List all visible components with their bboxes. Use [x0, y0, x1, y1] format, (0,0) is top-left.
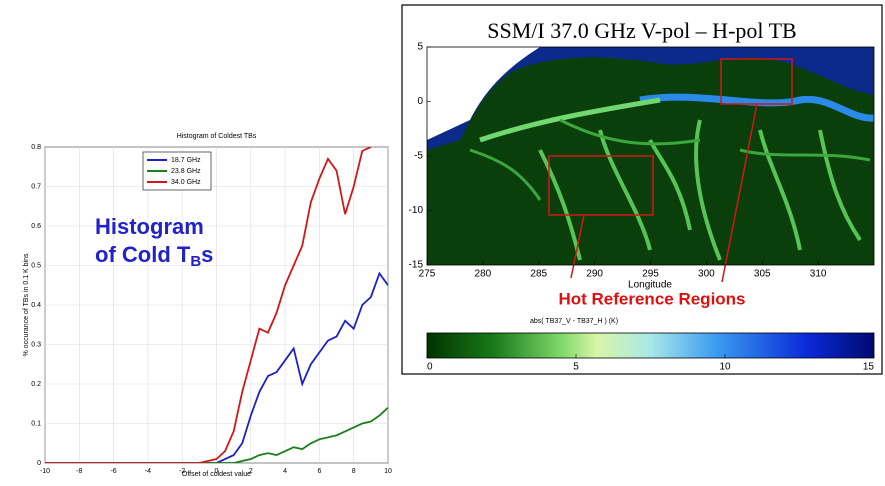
x-tick-label: 280: [475, 269, 492, 280]
x-tick-label: -4: [145, 468, 151, 475]
x-tick-label: 310: [810, 269, 827, 280]
annotation-part: of Cold T: [95, 242, 191, 267]
y-tick-label: -15: [409, 260, 424, 271]
y-tick-label: 0.7: [31, 183, 41, 190]
y-tick-label: 0.8: [31, 144, 41, 151]
x-tick-label: 290: [586, 269, 603, 280]
y-tick-label: -10: [409, 205, 424, 216]
colorbar-tick-label: 0: [427, 362, 433, 373]
colorbar-tick-label: 5: [573, 362, 579, 373]
series-line: [45, 407, 388, 463]
x-axis-label: Longitude: [628, 280, 672, 291]
x-tick-label: 295: [642, 269, 659, 280]
series-lines: [45, 147, 388, 463]
y-tick-label: 5: [417, 42, 423, 53]
legend-label: 23.8 GHz: [171, 168, 201, 175]
annotation-part: s: [201, 242, 213, 267]
map-title: SSM/I 37.0 GHz V-pol – H-pol TB: [487, 18, 796, 43]
y-tick-label: 0: [417, 96, 423, 107]
chart-title: Histogram of Coldest TBs: [177, 133, 257, 140]
x-tick-label: 6: [317, 468, 321, 475]
x-axis-label: Offset of coldest value: [182, 471, 251, 478]
map-axes: SSM/I 37.0 GHz V-pol – H-pol TB 275 280 285…: [409, 18, 875, 373]
x-tick-label: 2: [249, 468, 253, 475]
series-line: [45, 147, 372, 463]
y-tick-label: 0.6: [31, 223, 41, 230]
annotation: Histogram: [95, 214, 204, 239]
colorbar: [426, 332, 875, 359]
y-tick-label: 0.3: [31, 341, 41, 348]
legend: 18.7 GHz 23.8 GHz 34.0 GHz: [142, 151, 212, 191]
x-tick-label: 8: [352, 468, 356, 475]
annotation: Hot Reference Regions: [558, 289, 745, 308]
map-image: [426, 46, 875, 283]
x-tick-label: -2: [179, 468, 185, 475]
y-tick-label: 0: [37, 460, 41, 467]
y-tick-label: -5: [414, 151, 423, 162]
y-axis-label: % occurance of TBs in 0.1 K bins: [23, 253, 30, 356]
x-tick-label: 305: [754, 269, 771, 280]
x-tick-label: -8: [76, 468, 82, 475]
colorbar-label: abs( TB37_V - TB37_H ) (K): [530, 318, 618, 325]
x-tick-label: 300: [698, 269, 715, 280]
x-tick-label: 4: [283, 468, 287, 475]
x-tick-label: 10: [384, 468, 392, 475]
x-tick-label: 0: [215, 468, 219, 475]
annotation: of Cold TBs: [95, 242, 213, 270]
legend-label: 18.7 GHz: [171, 157, 201, 164]
x-tick-label: -10: [40, 468, 50, 475]
y-tick-label: 0.4: [31, 302, 41, 309]
series-line: [45, 271, 388, 463]
y-tick-label: 0.2: [31, 381, 41, 388]
y-tick-label: 0.5: [31, 262, 41, 269]
x-tick-label: 275: [419, 269, 436, 280]
y-tick-label: 0.1: [31, 420, 41, 427]
legend-label: 34.0 GHz: [171, 179, 201, 186]
colorbar-tick-label: 15: [863, 362, 875, 373]
colorbar-tick-label: 10: [719, 362, 731, 373]
annotation-part: B: [190, 253, 201, 270]
x-tick-label: -6: [110, 468, 116, 475]
line-chart: Histogram of Coldest TBs 0 0.1 0.2 0.3 0.4 0.5…: [23, 133, 392, 478]
x-tick-label: 285: [530, 269, 547, 280]
